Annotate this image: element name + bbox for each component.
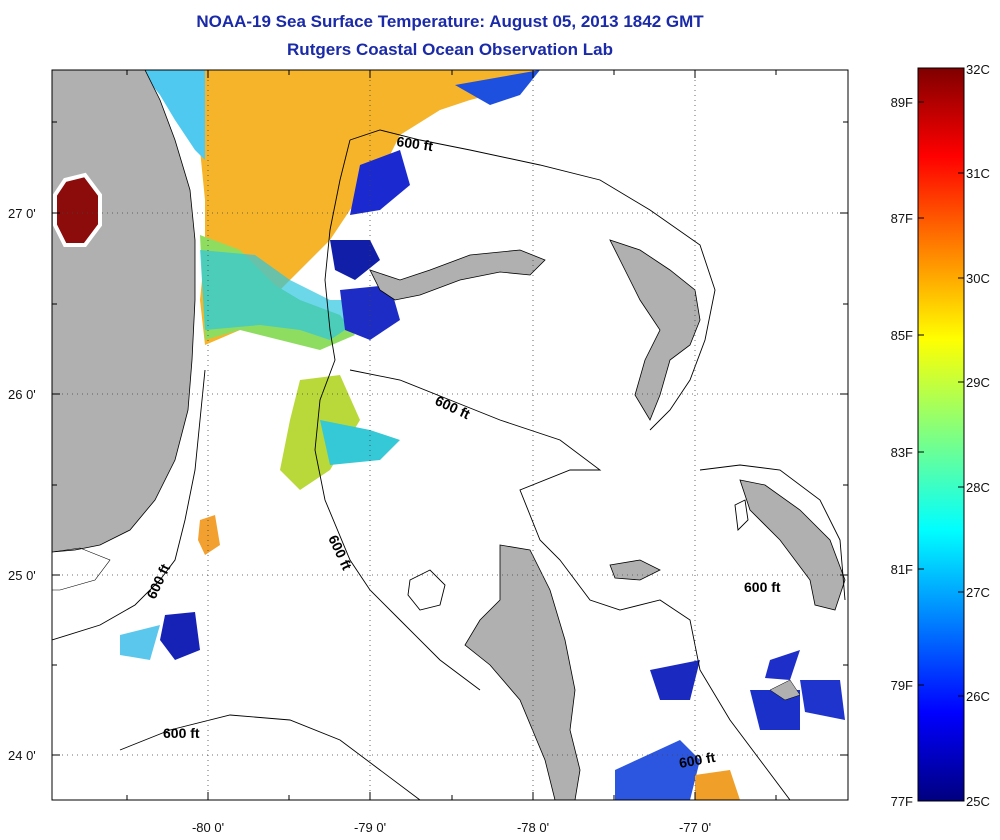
swath-patch-4	[650, 660, 700, 700]
map-frame	[51, 69, 849, 801]
contour-florida	[52, 369, 206, 641]
colorbar-gradient	[917, 67, 965, 802]
swath-north-blue	[455, 70, 540, 105]
cbar-c-25: 25C	[966, 794, 990, 809]
contour-eleuthera	[699, 464, 846, 601]
swath-mid-cyan	[320, 420, 400, 465]
contour-tongue	[349, 369, 791, 800]
contour-loop	[407, 569, 446, 611]
contour-label-6: 600 ft	[163, 725, 200, 741]
small-cays	[769, 679, 801, 701]
swath-south	[615, 740, 700, 800]
cbar-c-32: 32C	[966, 62, 990, 77]
swath-patch-7	[800, 680, 845, 720]
cbar-f-83: 83F	[891, 445, 913, 460]
cbar-f-89: 89F	[891, 95, 913, 110]
cbar-c-26: 26C	[966, 689, 990, 704]
contour-loop-2	[734, 499, 749, 531]
contour-label-1: 600 ft	[396, 133, 435, 154]
swath-patch-3	[120, 625, 160, 660]
graticule	[52, 70, 848, 800]
cbar-f-79: 79F	[891, 678, 913, 693]
swath-patch-6	[750, 690, 800, 730]
lon-label-79: -79 0'	[354, 820, 386, 835]
contour-south	[119, 714, 421, 800]
lat-label-26: 26 0'	[8, 387, 36, 402]
sst-swath	[120, 70, 845, 800]
map-content: 600 ft 600 ft 600 ft 600 ft 600 ft 600 f…	[52, 70, 848, 800]
contour-channel	[314, 139, 481, 691]
swath-patch-2	[160, 612, 200, 660]
cbar-f-81: 81F	[891, 562, 913, 577]
cbar-c-27: 27C	[966, 585, 990, 600]
axis-ticks	[52, 70, 848, 800]
swath-patch-5	[765, 650, 800, 680]
contour-label-7: 600 ft	[678, 749, 717, 771]
isobath-600ft	[52, 129, 846, 800]
eleuthera	[739, 479, 846, 611]
swath-blue-2	[330, 240, 380, 280]
swath-blue-3	[340, 285, 400, 340]
swath-blue-1	[350, 150, 410, 215]
cbar-c-30: 30C	[966, 271, 990, 286]
lon-label-80: -80 0'	[192, 820, 224, 835]
colorbar-ticks	[918, 101, 964, 697]
contour-label-5: 600 ft	[744, 579, 781, 595]
swath-cyan	[200, 250, 360, 340]
lat-label-25: 25 0'	[8, 568, 36, 583]
lat-label-27: 27 0'	[8, 206, 36, 221]
swath-south-warm	[695, 770, 740, 800]
swath-west	[140, 70, 205, 160]
map-subtitle: Rutgers Coastal Ocean Observation Lab	[287, 40, 613, 59]
abaco	[609, 239, 701, 421]
cbar-f-77: 77F	[891, 794, 913, 809]
cbar-c-29: 29C	[966, 375, 990, 390]
cbar-c-31: 31C	[966, 166, 990, 181]
florida-keys	[52, 547, 111, 591]
cbar-f-85: 85F	[891, 328, 913, 343]
grand-bahama	[369, 249, 546, 301]
contour-north	[349, 129, 716, 431]
cbar-f-87: 87F	[891, 211, 913, 226]
lake-okeechobee	[53, 172, 102, 247]
lat-label-24: 24 0'	[8, 748, 36, 763]
lon-label-78: -78 0'	[517, 820, 549, 835]
cbar-c-28: 28C	[966, 480, 990, 495]
warm-swath	[200, 70, 540, 345]
map-title: NOAA-19 Sea Surface Temperature: August …	[196, 12, 704, 31]
swath-patch-1	[198, 515, 220, 555]
andros	[464, 544, 581, 800]
lon-label-77: -77 0'	[679, 820, 711, 835]
swath-mid	[280, 375, 360, 490]
